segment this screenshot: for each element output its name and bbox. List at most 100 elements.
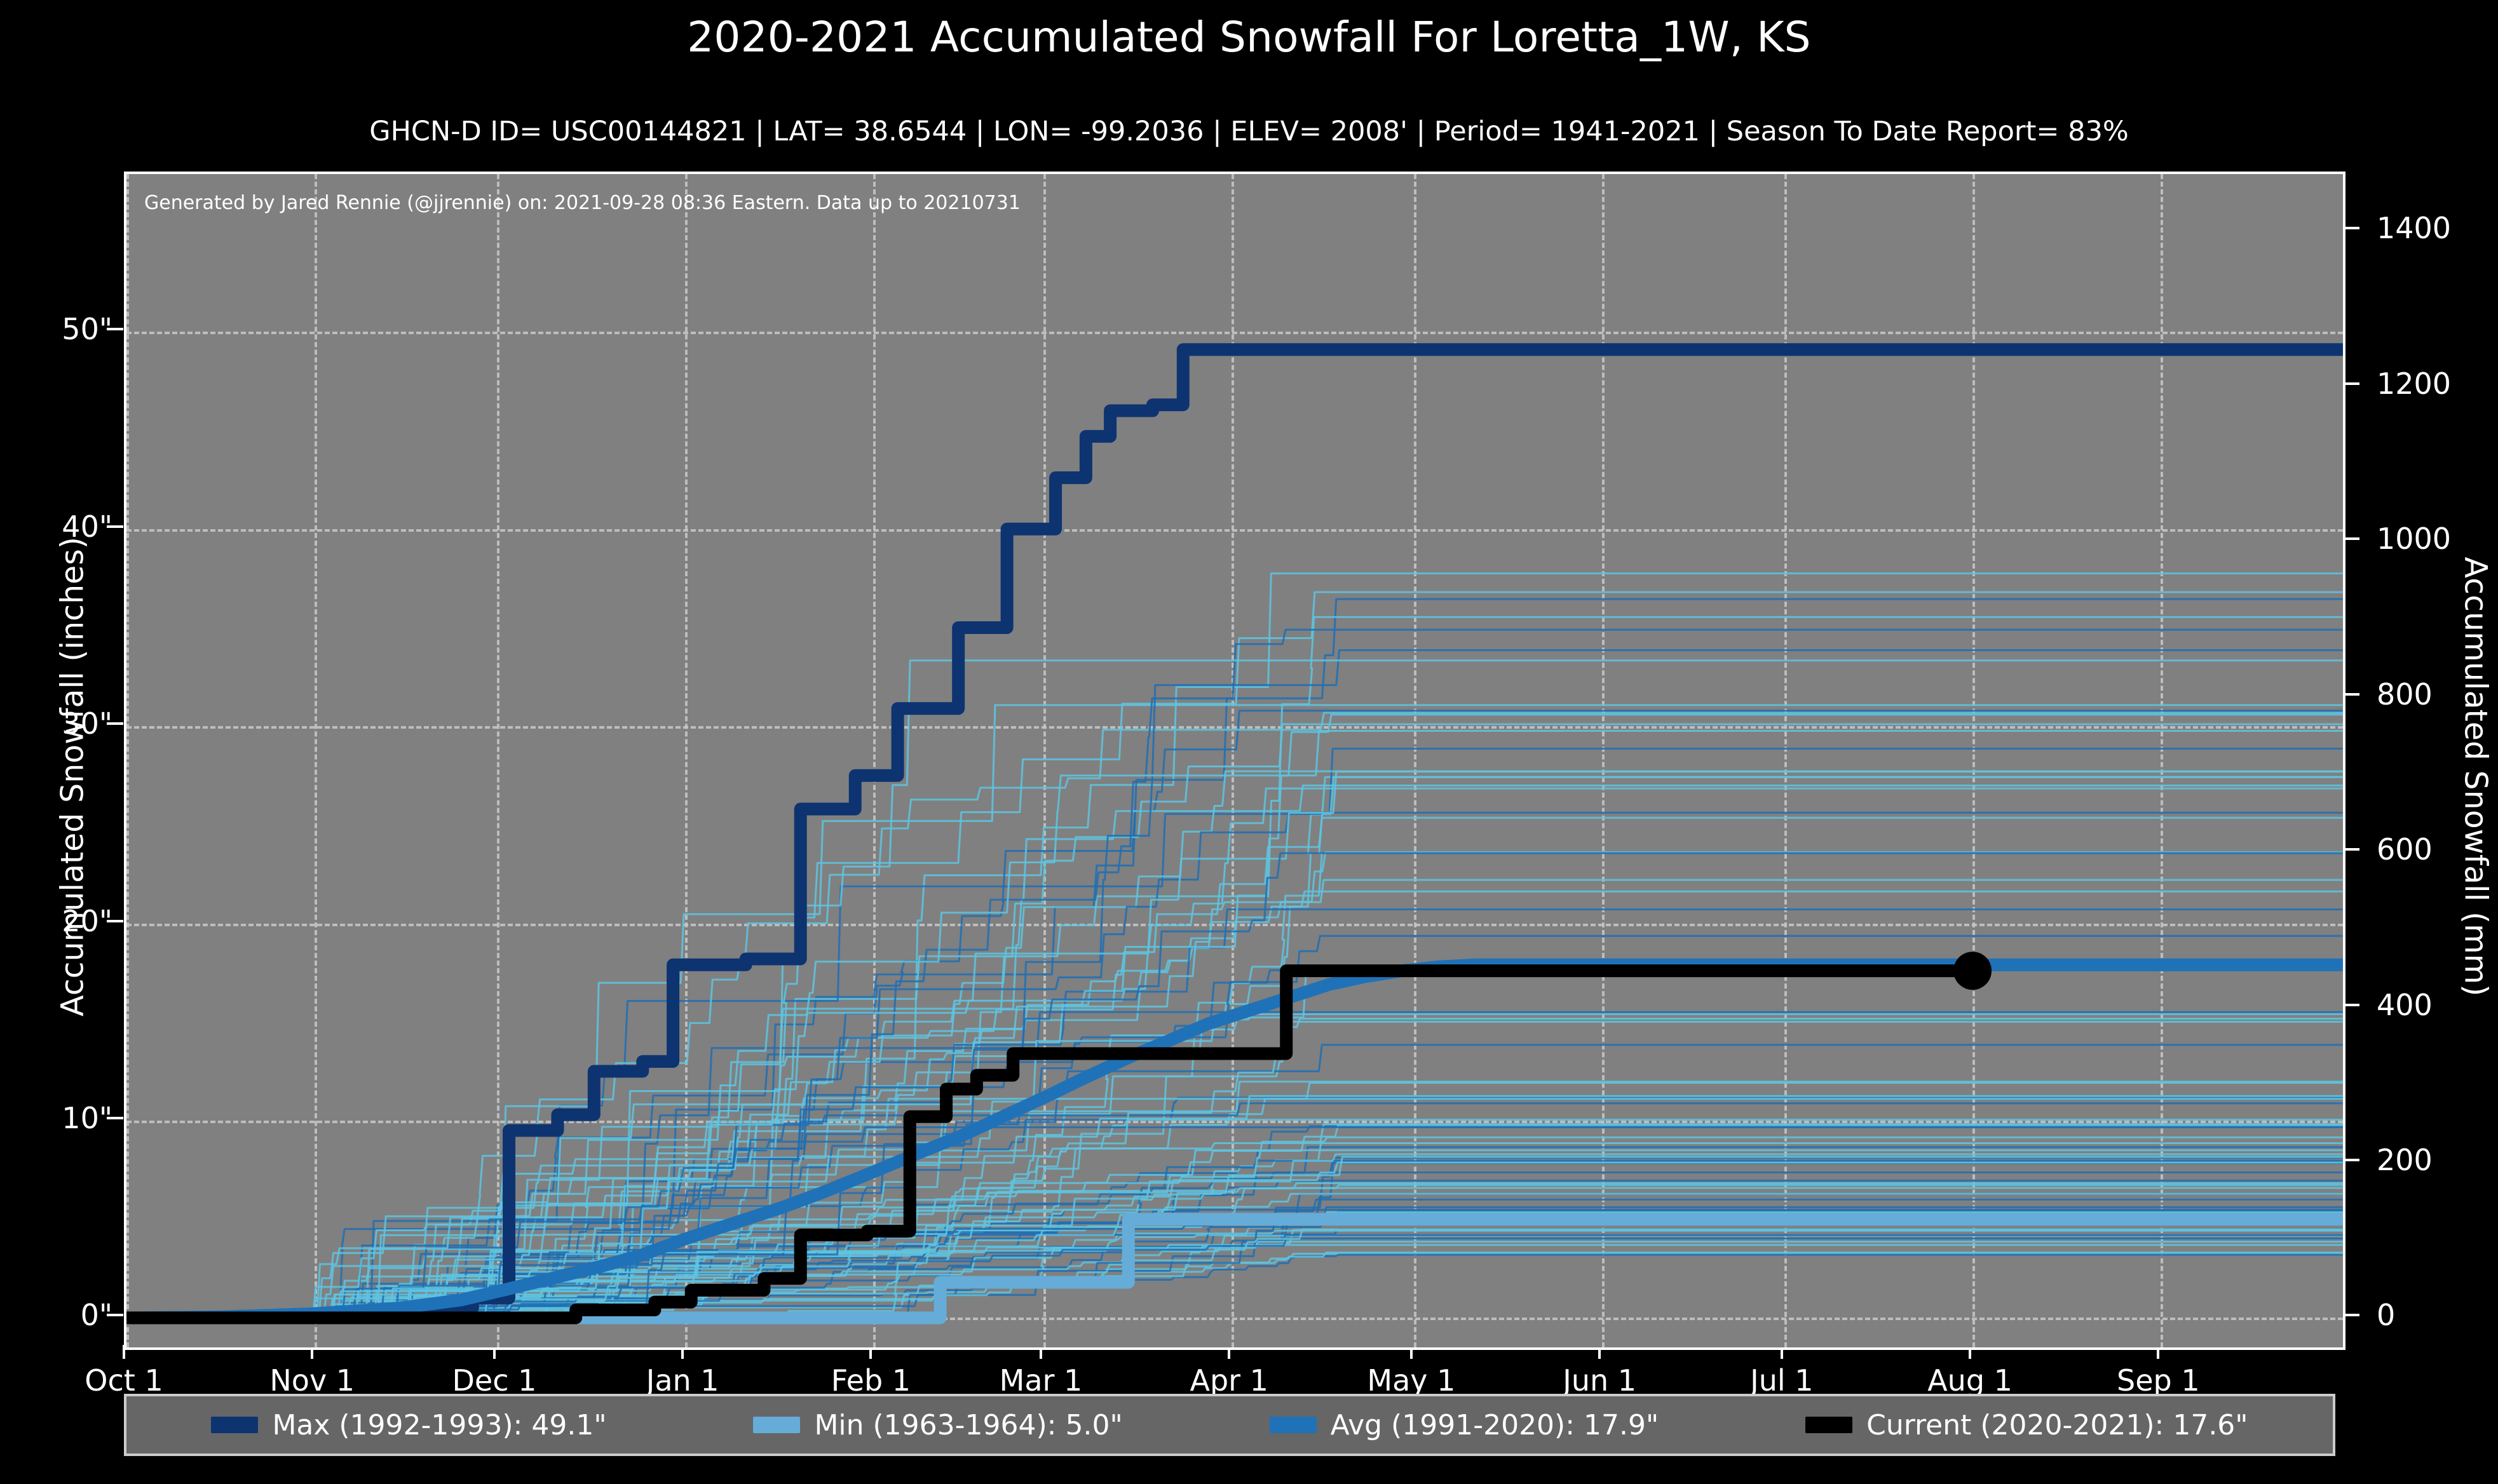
historical-trace <box>126 1171 2343 1319</box>
y-tick-right-7: 1400 <box>2377 211 2452 246</box>
y-tick-right-3: 600 <box>2377 832 2433 867</box>
y-tick-right-2: 400 <box>2377 987 2433 1022</box>
legend-swatch-avg <box>1269 1417 1317 1433</box>
historical-trace <box>126 748 2343 1319</box>
y-tick-left-4: 40" <box>62 509 112 544</box>
gridline-vertical-2 <box>496 174 499 1347</box>
y-tickmark-left-4 <box>107 525 123 528</box>
gridline-vertical-6 <box>1232 174 1235 1347</box>
gridline-vertical-3 <box>685 174 688 1347</box>
y-tickmark-right-0 <box>2343 1314 2359 1317</box>
historical-trace <box>126 1095 2343 1319</box>
x-tick-6: Apr 1 <box>1190 1363 1268 1398</box>
chart-legend: Max (1992-1993): 49.1" Min (1963-1964): 5… <box>124 1394 2335 1456</box>
historical-trace <box>126 852 2343 1319</box>
x-tickmark-6 <box>1228 1345 1231 1359</box>
gridline-vertical-10 <box>1972 174 1976 1347</box>
x-tick-10: Aug 1 <box>1927 1363 2013 1398</box>
gridline-horizontal-0 <box>126 1318 2343 1321</box>
legend-swatch-current <box>1805 1417 1853 1433</box>
legend-item-min[interactable]: Min (1963-1964): 5.0" <box>753 1408 1123 1441</box>
gridline-horizontal-1 <box>126 1121 2343 1124</box>
y-tick-right-4: 800 <box>2377 677 2433 712</box>
historical-trace <box>126 1020 2343 1319</box>
x-tick-8: Jun 1 <box>1563 1363 1637 1398</box>
plot-inner: Generated by Jared Rennie (@jjrennie) on… <box>126 174 2343 1347</box>
historical-trace <box>126 1018 2343 1319</box>
series-current <box>126 964 1973 1325</box>
y-tick-left-2: 20" <box>62 903 112 938</box>
legend-item-max[interactable]: Max (1992-1993): 49.1" <box>211 1408 607 1441</box>
page-subtitle: GHCN-D ID= USC00144821 | LAT= 38.6544 | … <box>369 116 2129 147</box>
y-tick-left-5: 50" <box>62 312 112 347</box>
x-tickmark-11 <box>2157 1345 2160 1359</box>
gridline-horizontal-5 <box>126 332 2343 335</box>
chart-curves <box>126 343 2343 1325</box>
gridline-vertical-5 <box>1043 174 1046 1347</box>
y-tickmark-right-7 <box>2343 227 2359 230</box>
historical-trace <box>126 776 2343 1319</box>
y-tick-left-3: 30" <box>62 706 112 741</box>
y-tickmark-left-0 <box>107 1314 123 1317</box>
x-tickmark-5 <box>1039 1345 1042 1359</box>
x-tick-9: Jul 1 <box>1750 1363 1814 1398</box>
x-tickmark-1 <box>311 1345 314 1359</box>
x-tick-0: Oct 1 <box>85 1363 163 1398</box>
x-tickmark-3 <box>681 1345 684 1359</box>
gridline-vertical-8 <box>1602 174 1605 1347</box>
y-tickmark-left-1 <box>107 1117 123 1120</box>
historical-trace <box>126 729 2343 1319</box>
historical-trace <box>126 879 2343 1319</box>
page-title: 2020-2021 Accumulated Snowfall For Loret… <box>687 13 1811 62</box>
legend-item-avg[interactable]: Avg (1991-2020): 17.9" <box>1269 1408 1659 1441</box>
y-tick-right-1: 200 <box>2377 1143 2433 1177</box>
legend-label-max: Max (1992-1993): 49.1" <box>272 1408 607 1441</box>
gridline-vertical-1 <box>315 174 318 1347</box>
x-tickmark-0 <box>123 1345 125 1359</box>
x-tick-5: Mar 1 <box>999 1363 1083 1398</box>
legend-item-current[interactable]: Current (2020-2021): 17.6" <box>1805 1409 2248 1441</box>
y-axis-label-right: Accumulated Snowfall (mm) <box>2457 556 2494 997</box>
y-tickmark-left-5 <box>107 328 123 331</box>
historical-season-traces <box>126 572 2343 1319</box>
x-tick-11: Sep 1 <box>2117 1363 2200 1398</box>
x-tickmark-9 <box>1780 1345 1783 1359</box>
gridline-vertical-11 <box>2161 174 2164 1347</box>
historical-trace <box>126 628 2343 1319</box>
y-tickmark-right-3 <box>2343 848 2359 851</box>
legend-label-min: Min (1963-1964): 5.0" <box>814 1408 1123 1441</box>
y-tickmark-right-5 <box>2343 537 2359 541</box>
gridline-horizontal-4 <box>126 529 2343 532</box>
y-tickmark-left-3 <box>107 722 123 725</box>
y-tickmark-left-2 <box>107 919 123 922</box>
x-tick-3: Jan 1 <box>646 1363 719 1398</box>
series-min <box>126 1213 2343 1325</box>
historical-trace <box>126 770 2343 1319</box>
historical-trace <box>126 1161 2343 1319</box>
y-tick-right-0: 0 <box>2377 1298 2396 1333</box>
generated-by-annotation: Generated by Jared Rennie (@jjrennie) on… <box>144 192 1021 214</box>
y-tickmark-right-6 <box>2343 382 2359 385</box>
historical-trace <box>126 816 2343 1319</box>
historical-trace <box>126 908 2343 1319</box>
historical-trace <box>126 712 2343 1319</box>
historical-trace <box>126 704 2343 1319</box>
historical-trace <box>126 811 2343 1319</box>
y-tick-right-5: 1000 <box>2377 522 2452 556</box>
historical-trace <box>126 890 2343 1319</box>
x-tickmark-2 <box>492 1345 496 1359</box>
y-tickmark-right-1 <box>2343 1159 2359 1161</box>
legend-label-current: Current (2020-2021): 17.6" <box>1866 1408 2248 1441</box>
gridline-vertical-4 <box>873 174 876 1347</box>
x-tick-4: Feb 1 <box>831 1363 911 1398</box>
x-tick-7: May 1 <box>1367 1363 1456 1398</box>
x-tickmark-4 <box>869 1345 872 1359</box>
legend-swatch-min <box>753 1417 801 1433</box>
y-tickmark-right-4 <box>2343 692 2359 696</box>
x-tick-1: Nov 1 <box>269 1363 355 1398</box>
series-avg <box>126 958 2343 1325</box>
y-tick-left-1: 10" <box>62 1101 112 1136</box>
legend-label-avg: Avg (1991-2020): 17.9" <box>1330 1408 1659 1441</box>
gridline-vertical-9 <box>1784 174 1787 1347</box>
